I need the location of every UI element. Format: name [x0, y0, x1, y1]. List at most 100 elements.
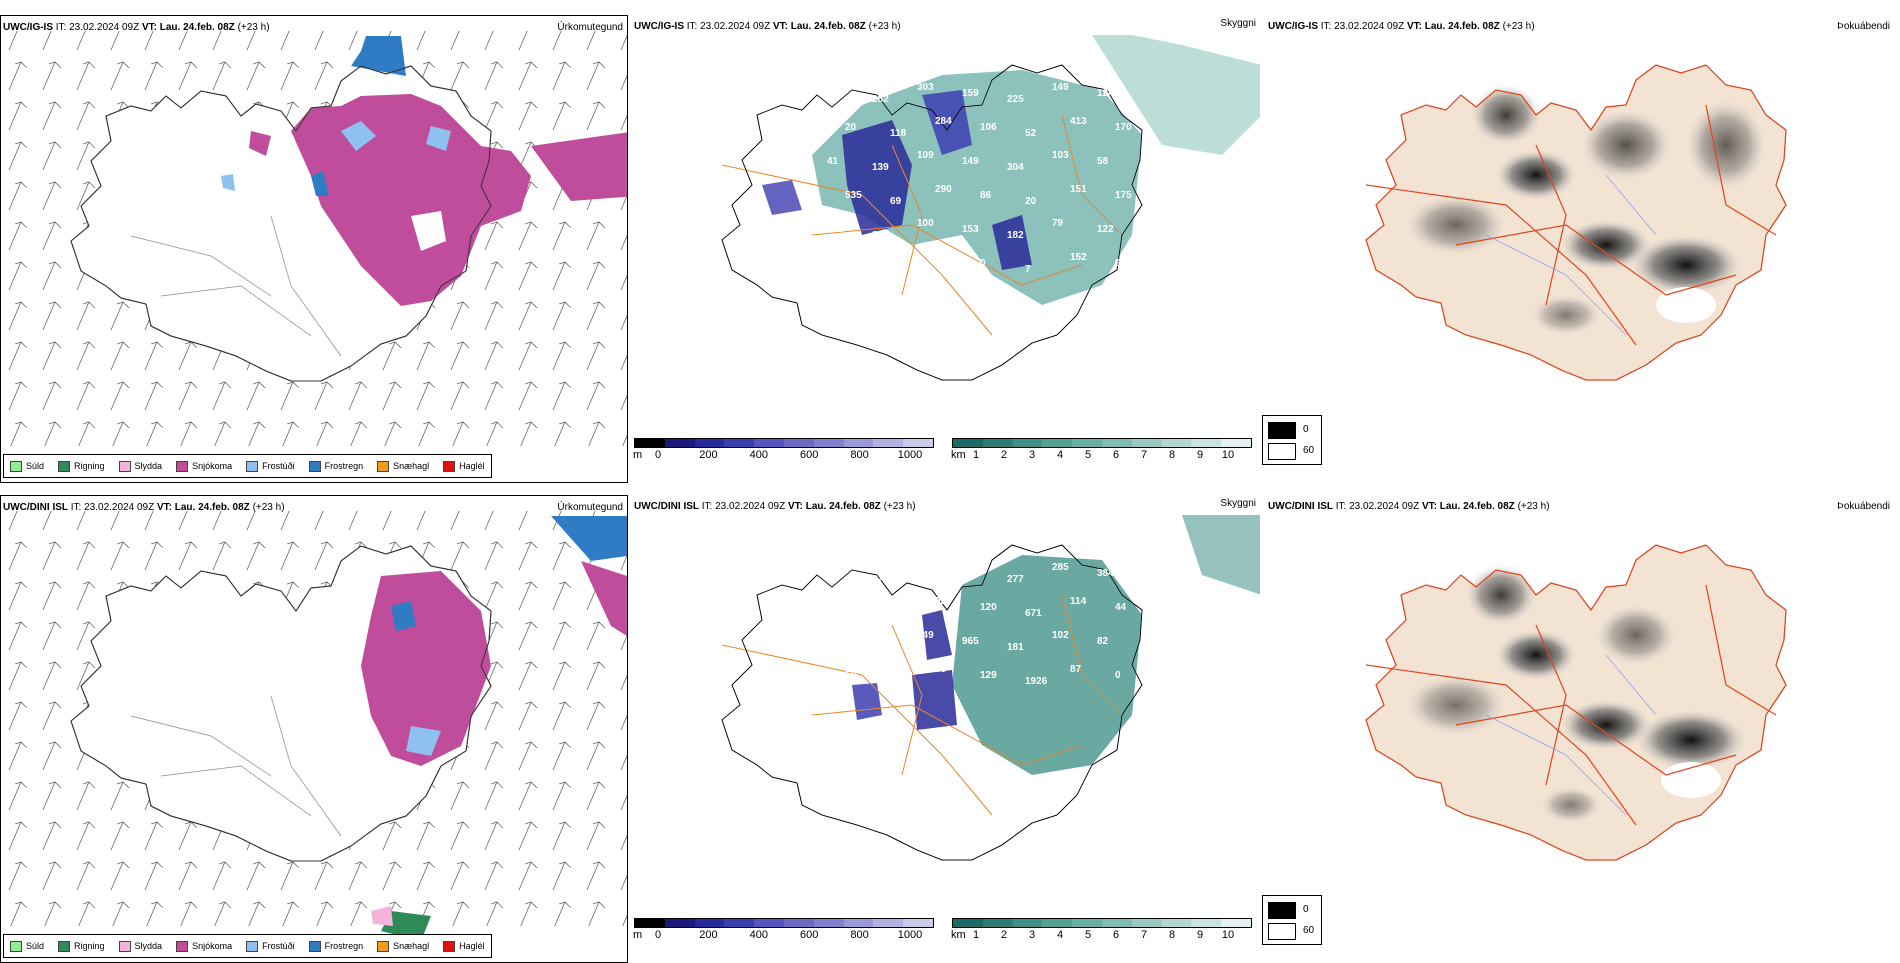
cloud-base-value: 98	[1115, 258, 1127, 269]
colorbar-segment	[813, 439, 844, 447]
cloud-base-value: 77	[845, 258, 857, 269]
cloud-base-value: 41	[827, 156, 839, 167]
run-header: UWC/DINI ISL IT: 23.02.2024 09Z VT: Lau.…	[1268, 501, 1550, 512]
cloud-base-value: 83	[872, 230, 884, 241]
cloud-base-value: 151	[1070, 184, 1087, 195]
colorbar-segment	[694, 439, 725, 447]
precip-map	[1, 511, 627, 941]
colorbar-tick-label: 9	[1196, 929, 1204, 941]
panel-title: Úrkomutegund	[557, 502, 623, 513]
panel-title: Úrkomutegund	[557, 22, 623, 33]
colorbar-tick-label: 600	[800, 449, 819, 461]
cloud-base-value: 106	[980, 122, 997, 133]
run-header: UWC/DINI ISL IT: 23.02.2024 09Z VT: Lau.…	[634, 501, 916, 512]
fog-panel-ig: UWC/IG-IS IT: 23.02.2024 09Z VT: Lau. 24…	[1262, 15, 1894, 483]
cloud-base-value: 342	[827, 568, 844, 579]
precip-panel-ig: UWC/IG-IS IT: 23.02.2024 09Z VT: Lau. 24…	[0, 15, 628, 483]
cloud-base-value: 277	[1007, 574, 1024, 585]
colorbar-tick-label: 1000	[897, 929, 923, 941]
cloud-base-value: 129	[980, 670, 997, 681]
colorbar-tick-label: 800	[850, 449, 869, 461]
colorbar-tick-label: 1	[972, 929, 980, 941]
colorbar-segment	[754, 439, 784, 447]
fog-legend-swatch-light	[1268, 923, 1296, 940]
colorbar-segment	[873, 439, 904, 447]
cloud-base-value: 149	[917, 630, 934, 641]
legend-swatch	[176, 460, 189, 472]
cloud-base-value: 20	[1025, 196, 1037, 207]
colorbar-segment	[1161, 919, 1192, 927]
visibility-colorbar: 1 2 3 4 5 6 7 8 9 10 km	[951, 918, 1252, 942]
cloud-base-value: 58	[1097, 156, 1109, 167]
colorbar-segment	[635, 919, 665, 927]
precip-panel-dini: UWC/DINI ISL IT: 23.02.2024 09Z VT: Lau.…	[0, 495, 628, 963]
legend-item: Rigning	[58, 460, 105, 472]
colorbar-segment	[1072, 439, 1102, 447]
cloud-base-value: 965	[962, 636, 979, 647]
cloud-base-value: 87	[800, 252, 812, 263]
colorbar-segment	[1191, 439, 1222, 447]
colorbar-segment	[754, 919, 784, 927]
cloud-base-value: 109	[917, 150, 934, 161]
legend-item: Haglél	[443, 460, 485, 472]
cloud-base-value: 152	[1070, 252, 1087, 263]
colorbar-tick-label: 8	[1168, 929, 1176, 941]
ceiling-colorbar: 0 200 400 600 800 1000 m	[633, 438, 934, 462]
fog-panel-dini: UWC/DINI ISL IT: 23.02.2024 09Z VT: Lau.…	[1262, 495, 1894, 963]
cloud-base-value: 170	[1115, 122, 1132, 133]
colorbar-segment	[1012, 919, 1043, 927]
colorbar-tick-label: 0	[654, 449, 662, 461]
colorbar-segment	[1131, 919, 1162, 927]
cloud-base-value: 282	[962, 568, 979, 579]
cloud-base-value: 52	[1025, 128, 1037, 139]
cloud-panel-ig: UWC/IG-IS IT: 23.02.2024 09Z VT: Lau. 24…	[632, 15, 1260, 483]
colorbar-tick-label: 8	[1168, 449, 1176, 461]
colorbar-tick-label: 800	[850, 929, 869, 941]
cloud-base-value: 535	[845, 190, 862, 201]
cloud-base-value: 118	[890, 128, 907, 139]
colorbar-tick-label: 7	[1140, 449, 1148, 461]
cloud-base-value: 157	[782, 82, 799, 93]
fog-map	[1365, 544, 1787, 861]
cloud-base-value: 69	[890, 196, 902, 207]
colorbar-segment	[903, 919, 933, 927]
cloud-base-value: 132	[782, 218, 799, 229]
panel-title: Skyggni	[1220, 498, 1256, 509]
ceiling-colorbar: 0 200 400 600 800 1000 m	[633, 918, 934, 942]
colorbar-tick-label: 2	[1000, 929, 1008, 941]
colorbar-segment	[724, 439, 755, 447]
cloud-base-value: 122	[1097, 224, 1114, 235]
colorbar-segment	[953, 439, 983, 447]
colorbar-segment	[1161, 439, 1192, 447]
colorbar-segment	[1221, 439, 1251, 447]
legend-item: Slydda	[118, 460, 162, 472]
colorbar-segment	[1072, 919, 1102, 927]
cloud-base-value: 323	[827, 224, 844, 235]
legend-swatch	[118, 460, 131, 472]
cloud-base-value: 282	[872, 94, 889, 105]
cloud-base-value: 7	[1025, 264, 1031, 275]
cloud-base-value: 92	[800, 664, 812, 675]
colorbar-tick-label: 5	[1084, 929, 1092, 941]
colorbar-segment	[873, 919, 904, 927]
colorbar-tick-label: 200	[699, 929, 718, 941]
cloud-base-value: 304	[1007, 162, 1024, 173]
panel-title: Þokuábendi	[1837, 21, 1890, 32]
colorbar-segment	[783, 919, 814, 927]
colorbar-tick-label: 10	[1221, 929, 1235, 941]
colorbar-tick-label: 3	[1028, 929, 1036, 941]
cloud-base-value: 284	[935, 116, 952, 127]
cloud-base-value: 141	[827, 636, 844, 647]
precip-legend: Súld Rigning Slydda Snjókoma Frostúði Fr…	[3, 934, 492, 958]
cloud-base-value: 102	[1052, 630, 1069, 641]
run-header: UWC/DINI ISL IT: 23.02.2024 09Z VT: Lau.…	[3, 502, 285, 513]
legend-item: Frostregn	[308, 460, 363, 472]
cloud-base-value: 09	[827, 704, 839, 715]
cloud-base-value: 87	[1070, 664, 1082, 675]
cloud-base-value: 82	[1097, 636, 1109, 647]
cloud-base-value: 97	[800, 184, 812, 195]
cloud-base-value: 1926	[1025, 676, 1048, 687]
cloud-base-value: 290	[935, 184, 952, 195]
cloud-base-value: 20	[845, 122, 857, 133]
run-header: UWC/IG-IS IT: 23.02.2024 09Z VT: Lau. 24…	[3, 22, 270, 33]
